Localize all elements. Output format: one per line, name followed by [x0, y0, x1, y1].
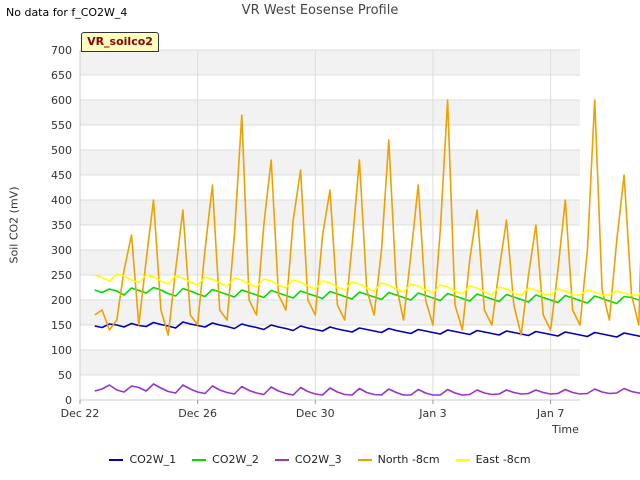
y-tick-label: 100 — [51, 344, 72, 357]
y-tick-label: 450 — [51, 169, 72, 182]
legend-item-north-8cm[interactable]: North -8cm — [357, 453, 440, 466]
series-line-co2w-1 — [94, 321, 640, 338]
legend-swatch — [192, 459, 207, 461]
legend-item-co2w-3[interactable]: CO2W_3 — [274, 453, 342, 466]
legend-label: North -8cm — [377, 453, 440, 466]
background-band — [80, 100, 580, 125]
legend-swatch — [109, 459, 124, 461]
background-band — [80, 200, 580, 225]
background-band — [80, 300, 580, 325]
legend: CO2W_1 CO2W_2 CO2W_3 North -8cm East -8cm — [0, 453, 640, 466]
y-tick-label: 500 — [51, 144, 72, 157]
series-lines — [94, 99, 640, 396]
x-tick-labels: Dec 22 Dec 26 Dec 30 Jan 3 Jan 7 — [61, 400, 564, 420]
legend-label: East -8cm — [475, 453, 531, 466]
legend-label: CO2W_2 — [212, 453, 259, 466]
y-tick-label: 650 — [51, 69, 72, 82]
legend-label: CO2W_1 — [129, 453, 177, 466]
x-tick-label: Dec 22 — [61, 407, 100, 420]
series-line-co2w-3 — [94, 383, 640, 396]
x-axis-label: Time — [552, 423, 579, 436]
background-band — [80, 250, 580, 275]
legend-swatch — [274, 459, 289, 461]
y-tick-label: 700 — [51, 44, 72, 57]
x-tick-label: Dec 30 — [296, 407, 335, 420]
legend-item-east-8cm[interactable]: East -8cm — [455, 453, 531, 466]
y-tick-label: 200 — [51, 294, 72, 307]
series-line-north-8cm — [94, 99, 640, 336]
x-tick-label: Jan 7 — [536, 407, 564, 420]
legend-swatch — [455, 459, 470, 461]
x-tick-label: Dec 26 — [178, 407, 217, 420]
y-tick-label: 150 — [51, 319, 72, 332]
series-line-co2w-2 — [94, 286, 640, 305]
y-tick-label: 300 — [51, 244, 72, 257]
legend-item-co2w-2[interactable]: CO2W_2 — [192, 453, 259, 466]
y-tick-label: 250 — [51, 269, 72, 282]
background-band — [80, 150, 580, 175]
no-data-message: No data for f_CO2W_4 — [6, 6, 128, 19]
y-tick-label: 0 — [65, 394, 72, 407]
legend-swatch — [357, 459, 372, 461]
y-axis-label: Soil CO2 (mV) — [7, 186, 21, 264]
legend-item-co2w-1[interactable]: CO2W_1 — [109, 453, 176, 466]
site-badge: VR_soilco2 — [81, 32, 159, 52]
background-band — [80, 50, 580, 75]
series-line-east-8cm — [94, 273, 640, 296]
y-tick-label: 400 — [51, 194, 72, 207]
legend-label: CO2W_3 — [294, 453, 342, 466]
background-band — [80, 350, 580, 375]
x-tick-label: Jan 3 — [418, 407, 446, 420]
y-tick-label: 600 — [51, 94, 72, 107]
y-tick-labels: 0 50 100 150 200 250 300 350 400 450 500 550 600 650 7… — [51, 44, 72, 407]
chart-title: VR West Eosense Profile — [241, 3, 399, 18]
y-tick-label: 50 — [58, 369, 72, 382]
axes — [79, 50, 580, 401]
y-tick-label: 350 — [51, 219, 72, 232]
y-tick-label: 550 — [51, 119, 72, 132]
